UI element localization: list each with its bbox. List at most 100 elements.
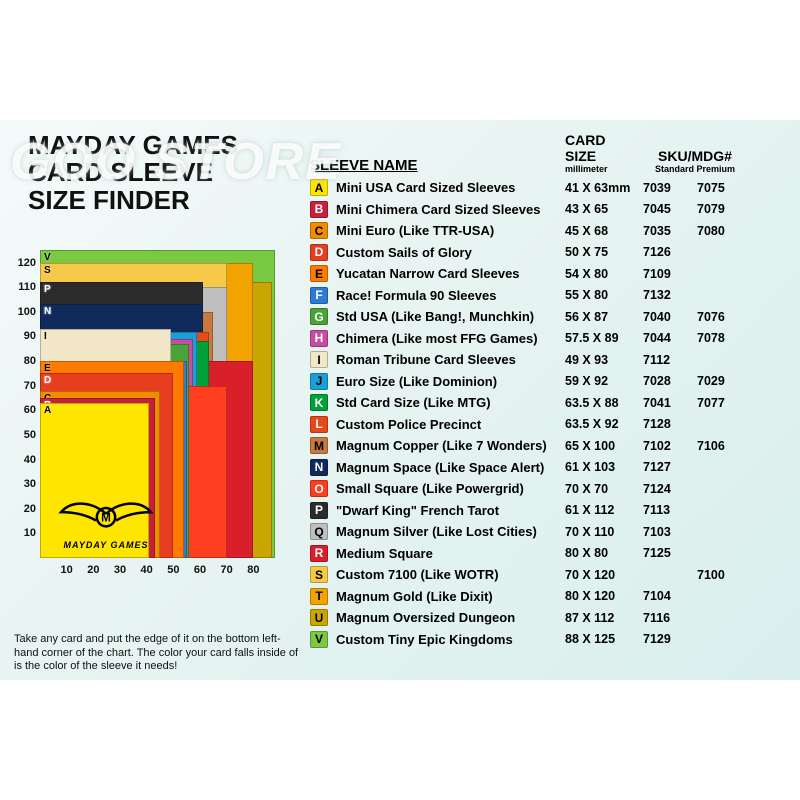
table-row: GStd USA (Like Bang!, Munchkin)56 X 8770…: [310, 306, 794, 328]
title-line: CARD SLEEVE: [28, 159, 238, 186]
sku-premium: 7076: [697, 310, 747, 324]
sku-standard: 7044: [643, 331, 693, 345]
card-size: 88 X 125: [565, 632, 639, 646]
letter-badge: V: [310, 631, 328, 648]
letter-badge: O: [310, 480, 328, 497]
letter-badge: U: [310, 609, 328, 626]
y-tick: 120: [18, 257, 36, 269]
sku-standard: 7132: [643, 288, 693, 302]
letter-badge: E: [310, 265, 328, 282]
sku-standard: 7039: [643, 181, 693, 195]
header-sku: SKU/MDG# Standard Premium: [643, 148, 747, 174]
infographic-canvas: GOO STORE MAYDAY GAMES CARD SLEEVE SIZE …: [0, 120, 800, 680]
card-size: 50 X 75: [565, 245, 639, 259]
card-size: 63.5 X 92: [565, 417, 639, 431]
y-tick: 100: [18, 306, 36, 318]
sku-premium: 7079: [697, 202, 747, 216]
sku-standard: 7028: [643, 374, 693, 388]
main-title: MAYDAY GAMES CARD SLEEVE SIZE FINDER: [28, 132, 238, 214]
table-row: P"Dwarf King" French Tarot61 X 1127113: [310, 500, 794, 522]
y-tick: 30: [24, 478, 36, 490]
logo-text: MAYDAY GAMES: [46, 540, 166, 550]
letter-badge: K: [310, 394, 328, 411]
y-tick: 50: [24, 429, 36, 441]
letter-badge: Q: [310, 523, 328, 540]
sleeve-name: Magnum Copper (Like 7 Wonders): [336, 438, 561, 453]
sku-premium: 7100: [697, 568, 747, 582]
sku-standard: 7113: [643, 503, 693, 517]
letter-badge: P: [310, 502, 328, 519]
card-size: 70 X 120: [565, 568, 639, 582]
table-row: BMini Chimera Card Sized Sleeves43 X 657…: [310, 199, 794, 221]
sku-standard: 7124: [643, 482, 693, 496]
y-tick: 10: [24, 527, 36, 539]
chart-card-letter: P: [44, 284, 51, 295]
table-row: KStd Card Size (Like MTG)63.5 X 88704170…: [310, 392, 794, 414]
card-size: 56 X 87: [565, 310, 639, 324]
chart-card-letter: I: [44, 331, 47, 342]
x-tick: 80: [247, 564, 259, 576]
sleeve-name: Magnum Silver (Like Lost Cities): [336, 524, 561, 539]
card-size: 87 X 112: [565, 611, 639, 625]
sku-standard: 7040: [643, 310, 693, 324]
letter-badge: L: [310, 416, 328, 433]
card-size: 70 X 70: [565, 482, 639, 496]
sku-standard: 7128: [643, 417, 693, 431]
sku-premium: 7106: [697, 439, 747, 453]
chart-card-letter: D: [44, 375, 51, 386]
letter-badge: C: [310, 222, 328, 239]
card-size: 59 X 92: [565, 374, 639, 388]
table-row: QMagnum Silver (Like Lost Cities)70 X 11…: [310, 521, 794, 543]
table-row: FRace! Formula 90 Sleeves55 X 807132: [310, 285, 794, 307]
table-header: SLEEVE NAME CARD SIZE millimeter SKU/MDG…: [310, 132, 794, 174]
letter-badge: R: [310, 545, 328, 562]
y-tick: 20: [24, 503, 36, 515]
letter-badge: H: [310, 330, 328, 347]
sleeve-name: Yucatan Narrow Card Sleeves: [336, 266, 561, 281]
sku-standard: 7102: [643, 439, 693, 453]
sku-standard: 7112: [643, 353, 693, 367]
table-row: IRoman Tribune Card Sleeves49 X 937112: [310, 349, 794, 371]
card-size: 61 X 103: [565, 460, 639, 474]
card-size: 80 X 120: [565, 589, 639, 603]
table-row: JEuro Size (Like Dominion)59 X 927028702…: [310, 371, 794, 393]
y-tick: 90: [24, 330, 36, 342]
letter-badge: F: [310, 287, 328, 304]
table-row: MMagnum Copper (Like 7 Wonders)65 X 1007…: [310, 435, 794, 457]
y-tick: 40: [24, 454, 36, 466]
sku-premium: 7078: [697, 331, 747, 345]
card-size: 63.5 X 88: [565, 396, 639, 410]
x-tick: 60: [194, 564, 206, 576]
card-size: 41 X 63mm: [565, 181, 639, 195]
title-line: SIZE FINDER: [28, 187, 238, 214]
table-row: AMini USA Card Sized Sleeves41 X 63mm703…: [310, 177, 794, 199]
letter-badge: N: [310, 459, 328, 476]
sku-standard: 7041: [643, 396, 693, 410]
svg-text:M: M: [101, 511, 111, 524]
table-row: HChimera (Like most FFG Games)57.5 X 897…: [310, 328, 794, 350]
letter-badge: G: [310, 308, 328, 325]
title-line: MAYDAY GAMES: [28, 132, 238, 159]
card-size: 54 X 80: [565, 267, 639, 281]
y-tick: 80: [24, 355, 36, 367]
chart-card-letter: N: [44, 306, 51, 317]
card-size: 57.5 X 89: [565, 331, 639, 345]
sku-premium: 7029: [697, 374, 747, 388]
size-chart: VUTSQPMRNLKJHOGIFEDCBA 1020304050607080 …: [40, 228, 300, 588]
table-row: DCustom Sails of Glory50 X 757126: [310, 242, 794, 264]
x-tick: 40: [141, 564, 153, 576]
x-tick: 30: [114, 564, 126, 576]
table-row: EYucatan Narrow Card Sleeves54 X 807109: [310, 263, 794, 285]
sku-standard: 7045: [643, 202, 693, 216]
card-size: 49 X 93: [565, 353, 639, 367]
card-size: 43 X 65: [565, 202, 639, 216]
header-card-size: CARD SIZE millimeter: [565, 132, 639, 174]
letter-badge: J: [310, 373, 328, 390]
sleeve-name: Mini Chimera Card Sized Sleeves: [336, 202, 561, 217]
x-tick: 20: [87, 564, 99, 576]
instructions-text: Take any card and put the edge of it on …: [14, 633, 304, 674]
sku-standard: 7125: [643, 546, 693, 560]
sleeve-name: "Dwarf King" French Tarot: [336, 503, 561, 518]
table-row: VCustom Tiny Epic Kingdoms88 X 1257129: [310, 629, 794, 651]
letter-badge: A: [310, 179, 328, 196]
